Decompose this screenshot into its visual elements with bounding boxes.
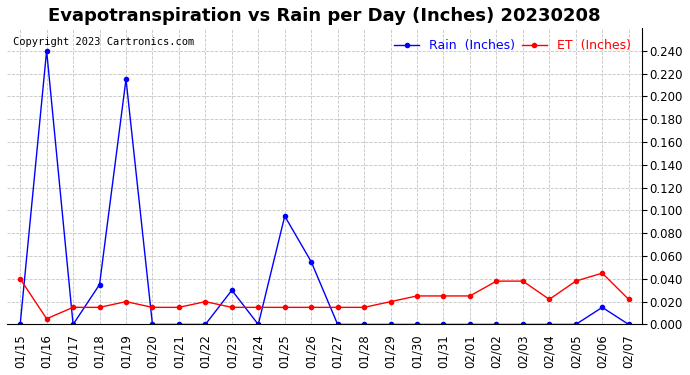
ET  (Inches) [122,299,130,304]
Line: ET  (Inches): ET (Inches) [18,271,631,321]
ET  (Inches) [598,271,607,275]
Rain  (Inches) [175,322,183,327]
Rain  (Inches) [413,322,421,327]
Rain  (Inches) [43,48,51,53]
Rain  (Inches) [360,322,368,327]
Rain  (Inches) [281,214,289,218]
ET  (Inches) [307,305,315,310]
ET  (Inches) [571,279,580,284]
ET  (Inches) [545,297,553,302]
ET  (Inches) [69,305,77,310]
ET  (Inches) [281,305,289,310]
ET  (Inches) [413,294,421,298]
Rain  (Inches) [519,322,527,327]
Rain  (Inches) [254,322,262,327]
ET  (Inches) [440,294,448,298]
Rain  (Inches) [440,322,448,327]
Rain  (Inches) [201,322,210,327]
Rain  (Inches) [228,288,236,292]
ET  (Inches) [492,279,500,284]
Rain  (Inches) [333,322,342,327]
ET  (Inches) [519,279,527,284]
Rain  (Inches) [95,282,104,287]
Rain  (Inches) [571,322,580,327]
Rain  (Inches) [386,322,395,327]
Rain  (Inches) [545,322,553,327]
ET  (Inches) [254,305,262,310]
ET  (Inches) [175,305,183,310]
ET  (Inches) [466,294,474,298]
Rain  (Inches) [624,322,633,327]
ET  (Inches) [43,316,51,321]
ET  (Inches) [360,305,368,310]
Rain  (Inches) [16,322,24,327]
ET  (Inches) [228,305,236,310]
Rain  (Inches) [307,260,315,264]
Rain  (Inches) [122,77,130,81]
Text: Copyright 2023 Cartronics.com: Copyright 2023 Cartronics.com [13,37,195,47]
Line: Rain  (Inches): Rain (Inches) [18,49,631,327]
ET  (Inches) [148,305,157,310]
ET  (Inches) [201,299,210,304]
Title: Evapotranspiration vs Rain per Day (Inches) 20230208: Evapotranspiration vs Rain per Day (Inch… [48,7,601,25]
Rain  (Inches) [492,322,500,327]
ET  (Inches) [624,297,633,302]
ET  (Inches) [16,277,24,281]
ET  (Inches) [386,299,395,304]
ET  (Inches) [95,305,104,310]
Rain  (Inches) [148,322,157,327]
Rain  (Inches) [598,305,607,310]
Legend: Rain  (Inches), ET  (Inches): Rain (Inches), ET (Inches) [389,34,635,57]
ET  (Inches) [333,305,342,310]
Rain  (Inches) [466,322,474,327]
Rain  (Inches) [69,322,77,327]
